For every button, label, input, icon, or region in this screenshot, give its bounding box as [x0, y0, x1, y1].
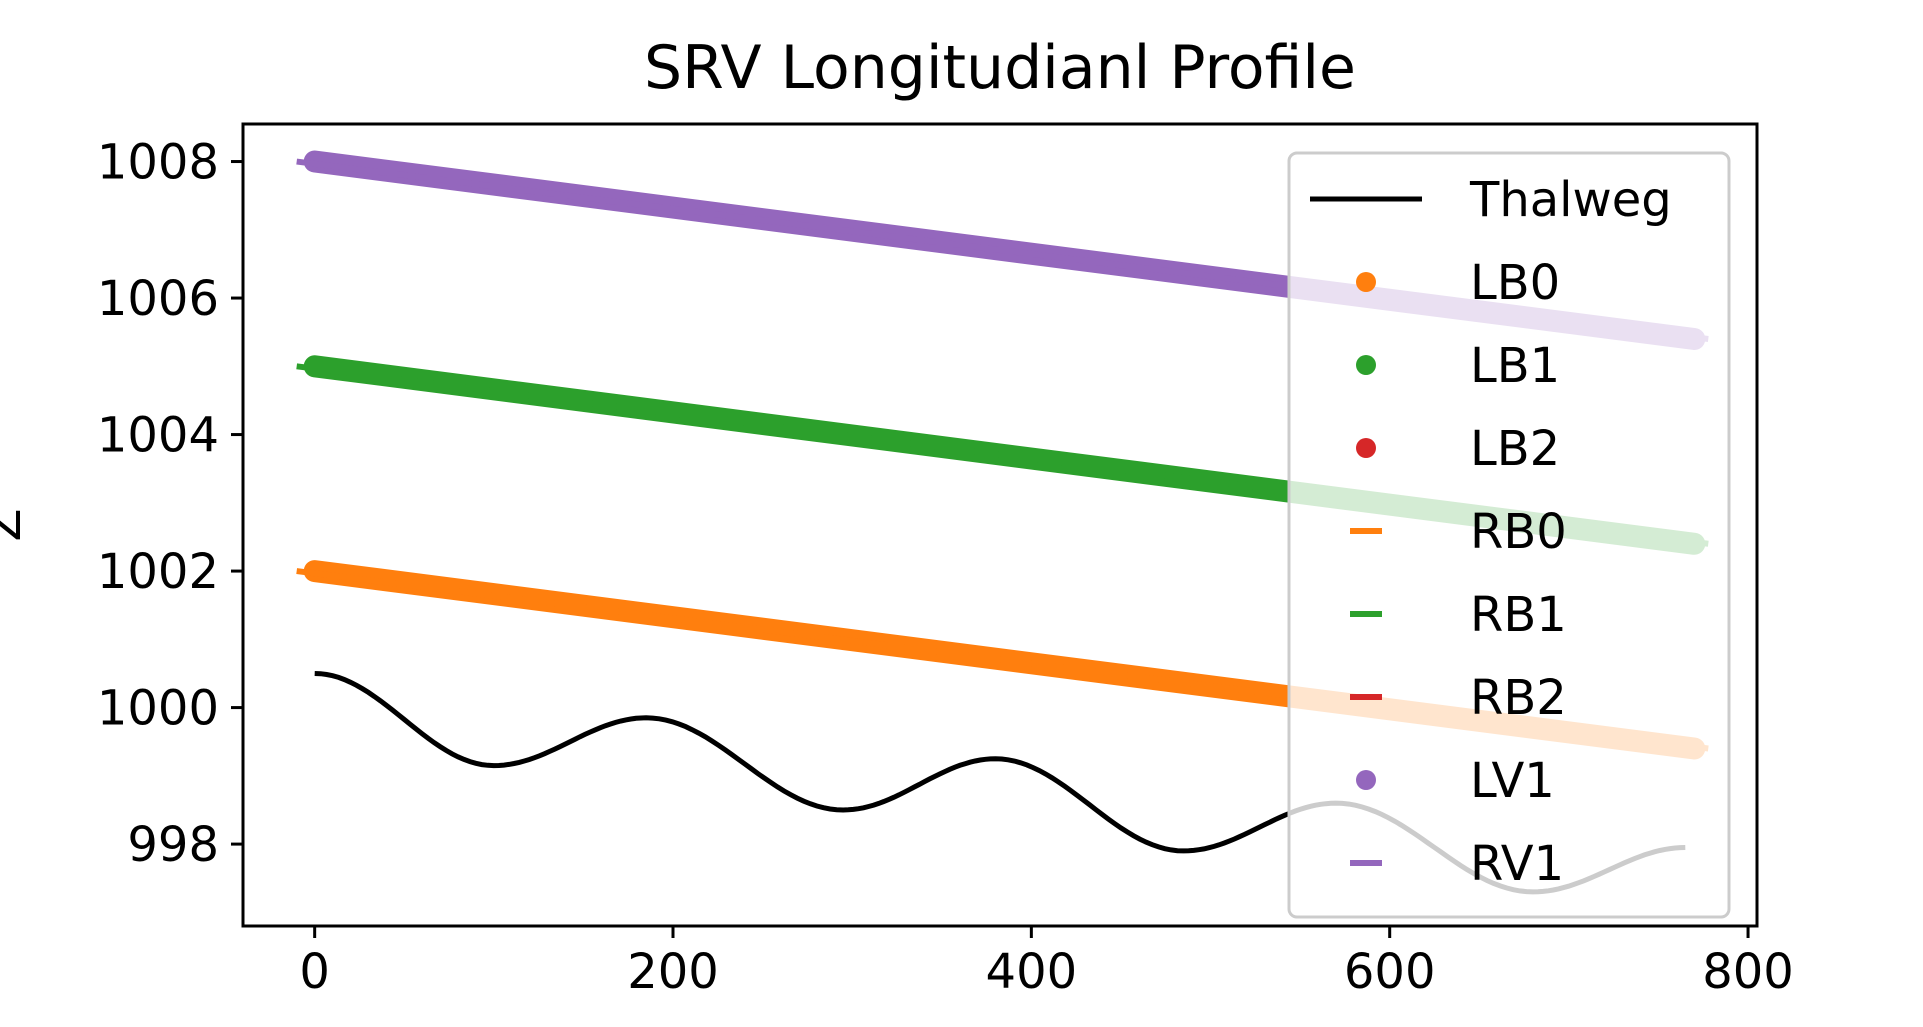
legend-label-thalweg: Thalweg — [1469, 172, 1672, 228]
y-tick-label-998: 998 — [127, 817, 219, 873]
legend-label-lv1: LV1 — [1470, 753, 1555, 809]
legend-marker-lb0 — [1356, 272, 1376, 292]
legend-label-lb2: LB2 — [1470, 421, 1560, 477]
legend-box — [1287, 151, 1731, 919]
axes-frame — [241, 122, 1759, 928]
legend: Thalweg LB0 LB1 LB2 RB0 RB1 RB2 LV1 RV1 — [1287, 151, 1731, 919]
x-tick-label-800: 800 — [1702, 944, 1794, 1000]
y-axis-label: Z — [0, 509, 32, 542]
legend-label-rv1: RV1 — [1470, 836, 1564, 892]
legend-label-lb1: LB1 — [1470, 338, 1560, 394]
legend-marker-lv1 — [1356, 770, 1376, 790]
legend-label-rb2: RB2 — [1470, 670, 1567, 726]
legend-marker-lb2 — [1356, 438, 1376, 458]
y-tick-label-1004: 1004 — [97, 408, 219, 464]
legend-label-lb0: LB0 — [1470, 255, 1560, 311]
y-tick-label-1006: 1006 — [97, 271, 219, 327]
y-tick-label-1000: 1000 — [97, 681, 219, 737]
x-tick-label-400: 400 — [986, 944, 1078, 1000]
axes: 0 200 400 600 800 998 1000 1002 1004 1006 1008 — [97, 122, 1794, 1000]
legend-label-rb0: RB0 — [1470, 504, 1567, 560]
y-tick-label-1008: 1008 — [97, 135, 219, 191]
x-tick-label-0: 0 — [299, 944, 330, 1000]
chart-title: SRV Longitudianl Profile — [644, 33, 1356, 103]
y-tick-label-1002: 1002 — [97, 544, 219, 600]
x-tick-label-200: 200 — [627, 944, 719, 1000]
legend-label-rb1: RB1 — [1470, 587, 1567, 643]
legend-marker-lb1 — [1356, 355, 1376, 375]
x-tick-label-600: 600 — [1344, 944, 1436, 1000]
